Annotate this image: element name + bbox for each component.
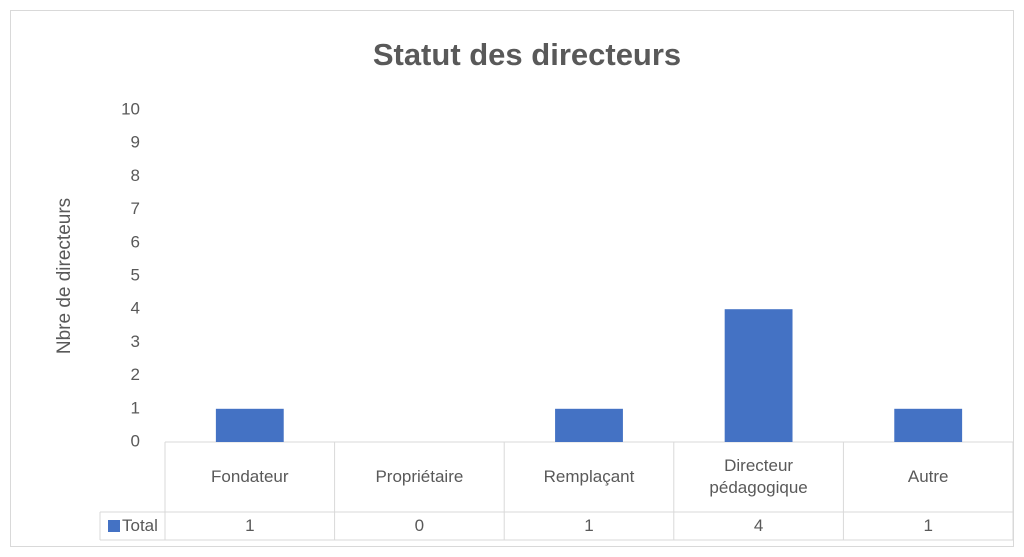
data-table-value: 4 — [753, 516, 764, 535]
category-label: Autre — [907, 467, 949, 486]
data-table-value: 0 — [414, 516, 425, 535]
data-table-value: 1 — [245, 516, 255, 535]
bar — [894, 408, 963, 442]
y-tick-label: 9 — [131, 133, 140, 152]
chart-border — [10, 10, 1014, 547]
category-label: Propriétaire — [375, 467, 464, 486]
bar — [555, 408, 623, 442]
y-tick-label: 1 — [131, 398, 140, 417]
y-tick-label: 8 — [131, 166, 140, 185]
y-tick-label: 2 — [131, 365, 140, 384]
bar — [724, 309, 793, 442]
category-label: Fondateur — [211, 467, 289, 486]
y-tick-label: 7 — [131, 199, 140, 218]
y-tick-label: 5 — [131, 265, 140, 284]
bar — [215, 408, 284, 442]
legend-key — [108, 520, 120, 532]
y-tick-label: 6 — [131, 232, 140, 251]
data-table-value: 1 — [923, 516, 933, 535]
y-tick-label: 3 — [131, 332, 140, 351]
chart-title: Statut des directeurs — [373, 37, 681, 72]
data-table-value: 1 — [584, 516, 594, 535]
category-label: Remplaçant — [543, 467, 635, 486]
category-label: Directeur pédagogique — [709, 456, 808, 497]
y-axis-label: Nbre de directeurs — [54, 198, 75, 354]
y-tick-label: 4 — [131, 299, 140, 318]
y-tick-label: 10 — [121, 99, 140, 118]
y-tick-label: 0 — [131, 431, 140, 450]
legend-label: Total — [122, 516, 158, 535]
